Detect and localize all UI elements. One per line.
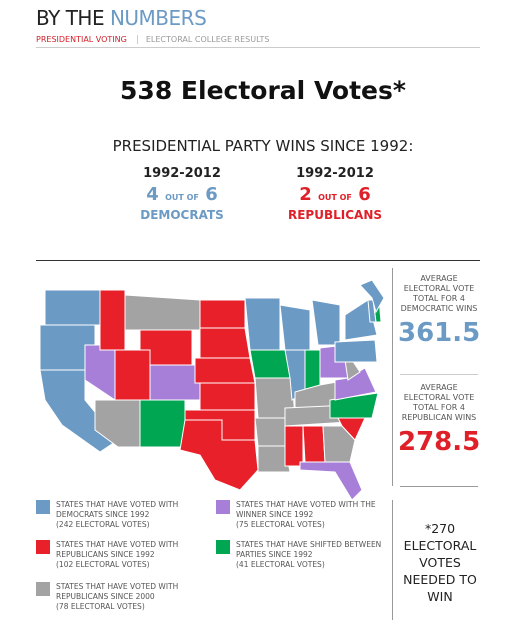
out-of: OUT OF [318,193,352,202]
legend-item: STATES THAT HAVE VOTED WITH REPUBLICANS … [36,582,226,612]
legend-swatch [216,500,230,514]
subtitle: PRESIDENTIAL PARTY WINS SINCE 1992: [112,137,414,155]
state [302,425,326,463]
party-column: 1992-2012 4 OUT OF 6 DEMOCRATS [107,166,257,222]
state [279,304,311,351]
state [114,349,151,401]
nav: PRESIDENTIAL VOTING ELECTORAL COLLEGE RES… [36,35,270,44]
main-title: 538 Electoral Votes* [120,76,406,105]
stat-value: 278.5 [398,427,481,457]
stat-label: AVERAGE ELECTORAL VOTE TOTAL FOR 4 DEMOC… [400,274,478,313]
state [199,327,251,359]
wins: 2 OUT OF 6 [260,184,410,205]
state [311,299,341,346]
state [199,299,246,329]
state [84,344,116,401]
legend-item: STATES THAT HAVE VOTED WITH THE WINNER S… [216,500,406,530]
title-part: BY THE [36,6,105,30]
legend-text: STATES THAT HAVE VOTED WITH DEMOCRATS SI… [56,500,179,519]
nav-item[interactable]: PRESIDENTIAL VOTING [36,35,127,44]
legend-sub: (242 ELECTORAL VOTES) [56,520,150,529]
party-column: 1992-2012 2 OUT OF 6 REPUBLICANS [260,166,410,222]
state [299,461,363,500]
divider [36,260,480,261]
nav-item[interactable]: ELECTORAL COLLEGE RESULTS [136,35,270,44]
legend-sub: (41 ELECTORAL VOTES) [236,560,325,569]
state [179,419,259,491]
divider [392,268,393,486]
stat: AVERAGE ELECTORAL VOTE TOTAL FOR 4 DEMOC… [398,274,480,348]
state [329,392,379,419]
title-part: NUMBERS [109,6,207,30]
state [94,399,141,448]
legend-sub: (102 ELECTORAL VOTES) [56,560,150,569]
state [149,364,201,401]
divider [36,47,480,48]
state [44,289,101,326]
legend-swatch [36,540,50,554]
party: REPUBLICANS [287,208,382,222]
state [244,297,281,351]
legend-item: STATES THAT HAVE SHIFTED BETWEEN PARTIES… [216,540,406,570]
state [359,279,385,314]
legend-item: STATES THAT HAVE VOTED WITH REPUBLICANS … [36,540,226,570]
legend-swatch [216,540,230,554]
stat-label: AVERAGE ELECTORAL VOTE TOTAL FOR 4 REPUB… [401,383,477,422]
wins-total: 6 [358,184,371,205]
state [257,445,291,473]
stat: AVERAGE ELECTORAL VOTE TOTAL FOR 4 REPUB… [398,383,480,457]
wins-count: 2 [299,184,312,205]
state [194,357,256,384]
stat-value: 361.5 [398,318,481,348]
legend-sub: (75 ELECTORAL VOTES) [236,520,325,529]
divider [400,374,478,375]
legend-sub: (78 ELECTORAL VOTES) [56,602,145,611]
legend-swatch [36,500,50,514]
legend-item: STATES THAT HAVE VOTED WITH DEMOCRATS SI… [36,500,226,530]
divider [400,486,478,487]
state [99,289,126,351]
legend-swatch [36,582,50,596]
wins-count: 4 [146,184,159,205]
state [139,399,186,448]
state [199,382,256,411]
state [249,349,291,379]
legend-text: STATES THAT HAVE VOTED WITH THE WINNER S… [236,500,376,519]
footnote: *270 ELECTORAL VOTES NEEDED TO WIN [403,521,477,604]
state [322,425,356,463]
state [124,294,201,331]
out-of: OUT OF [165,193,199,202]
state [334,367,377,401]
state [284,425,304,467]
header-title: BY THE NUMBERS [36,6,207,30]
wins-total: 6 [205,184,218,205]
years: 1992-2012 [296,166,374,181]
divider [392,500,393,620]
state [254,417,286,447]
us-map [39,279,385,500]
wins: 4 OUT OF 6 [107,184,257,205]
party: DEMOCRATS [140,208,224,222]
legend-text: STATES THAT HAVE SHIFTED BETWEEN PARTIES… [236,540,382,559]
legend-text: STATES THAT HAVE VOTED WITH REPUBLICANS … [56,582,179,601]
state [334,339,378,363]
years: 1992-2012 [143,166,221,181]
legend-text: STATES THAT HAVE VOTED WITH REPUBLICANS … [56,540,179,559]
